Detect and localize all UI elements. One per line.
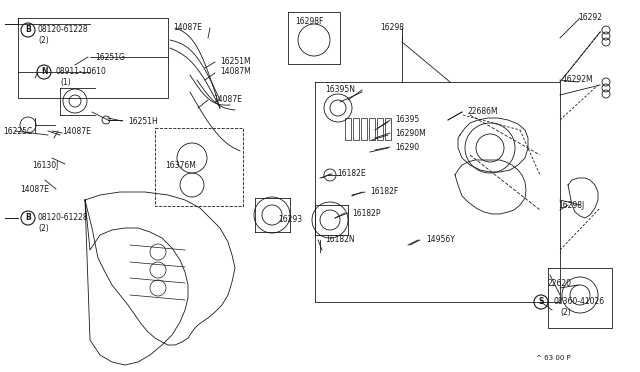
Text: ^ 63 00 P: ^ 63 00 P xyxy=(536,355,571,361)
Text: 14087E: 14087E xyxy=(173,23,202,32)
Text: 16298F: 16298F xyxy=(295,17,323,26)
Text: (2): (2) xyxy=(38,36,49,45)
Text: 16182N: 16182N xyxy=(325,235,355,244)
Text: B: B xyxy=(25,214,31,222)
Text: 16292: 16292 xyxy=(578,13,602,22)
Text: B: B xyxy=(25,26,31,35)
Text: 16130J: 16130J xyxy=(32,161,58,170)
Text: 08360-41026: 08360-41026 xyxy=(553,298,604,307)
Text: 16251H: 16251H xyxy=(128,116,157,125)
Text: 16290: 16290 xyxy=(395,142,419,151)
Text: 08120-61228: 08120-61228 xyxy=(38,26,88,35)
Bar xyxy=(385,118,391,140)
Text: 16298J: 16298J xyxy=(558,201,584,209)
Text: 16251M: 16251M xyxy=(220,58,251,67)
Bar xyxy=(377,118,383,140)
Text: 16182F: 16182F xyxy=(370,187,398,196)
Text: 14087E: 14087E xyxy=(213,96,242,105)
Text: N: N xyxy=(41,67,47,77)
Text: 16225C: 16225C xyxy=(3,126,32,135)
Text: S: S xyxy=(538,298,544,307)
Text: 14087E: 14087E xyxy=(62,126,91,135)
Text: (2): (2) xyxy=(38,224,49,234)
Text: 16395N: 16395N xyxy=(325,86,355,94)
Text: 22620: 22620 xyxy=(548,279,572,289)
Text: 14956Y: 14956Y xyxy=(426,235,455,244)
Text: 16251G: 16251G xyxy=(95,52,125,61)
Text: 14087M: 14087M xyxy=(220,67,251,77)
Bar xyxy=(353,118,359,140)
Text: 16290M: 16290M xyxy=(395,128,426,138)
Text: 16395: 16395 xyxy=(395,115,419,125)
Text: 22686M: 22686M xyxy=(468,108,499,116)
Text: 16182E: 16182E xyxy=(337,170,365,179)
Text: 16376M: 16376M xyxy=(165,160,196,170)
Bar xyxy=(361,118,367,140)
Bar xyxy=(345,118,351,140)
Text: 16298: 16298 xyxy=(380,23,404,32)
Text: 16292M: 16292M xyxy=(562,76,593,84)
Text: 08120-61228: 08120-61228 xyxy=(38,214,88,222)
Bar xyxy=(369,118,375,140)
Text: 14087E: 14087E xyxy=(20,185,49,193)
Text: 16293: 16293 xyxy=(278,215,302,224)
Text: (2): (2) xyxy=(560,308,571,317)
Text: 08911-10610: 08911-10610 xyxy=(56,67,107,77)
Text: (1): (1) xyxy=(60,78,71,87)
Bar xyxy=(155,128,243,206)
Text: 16182P: 16182P xyxy=(352,208,381,218)
